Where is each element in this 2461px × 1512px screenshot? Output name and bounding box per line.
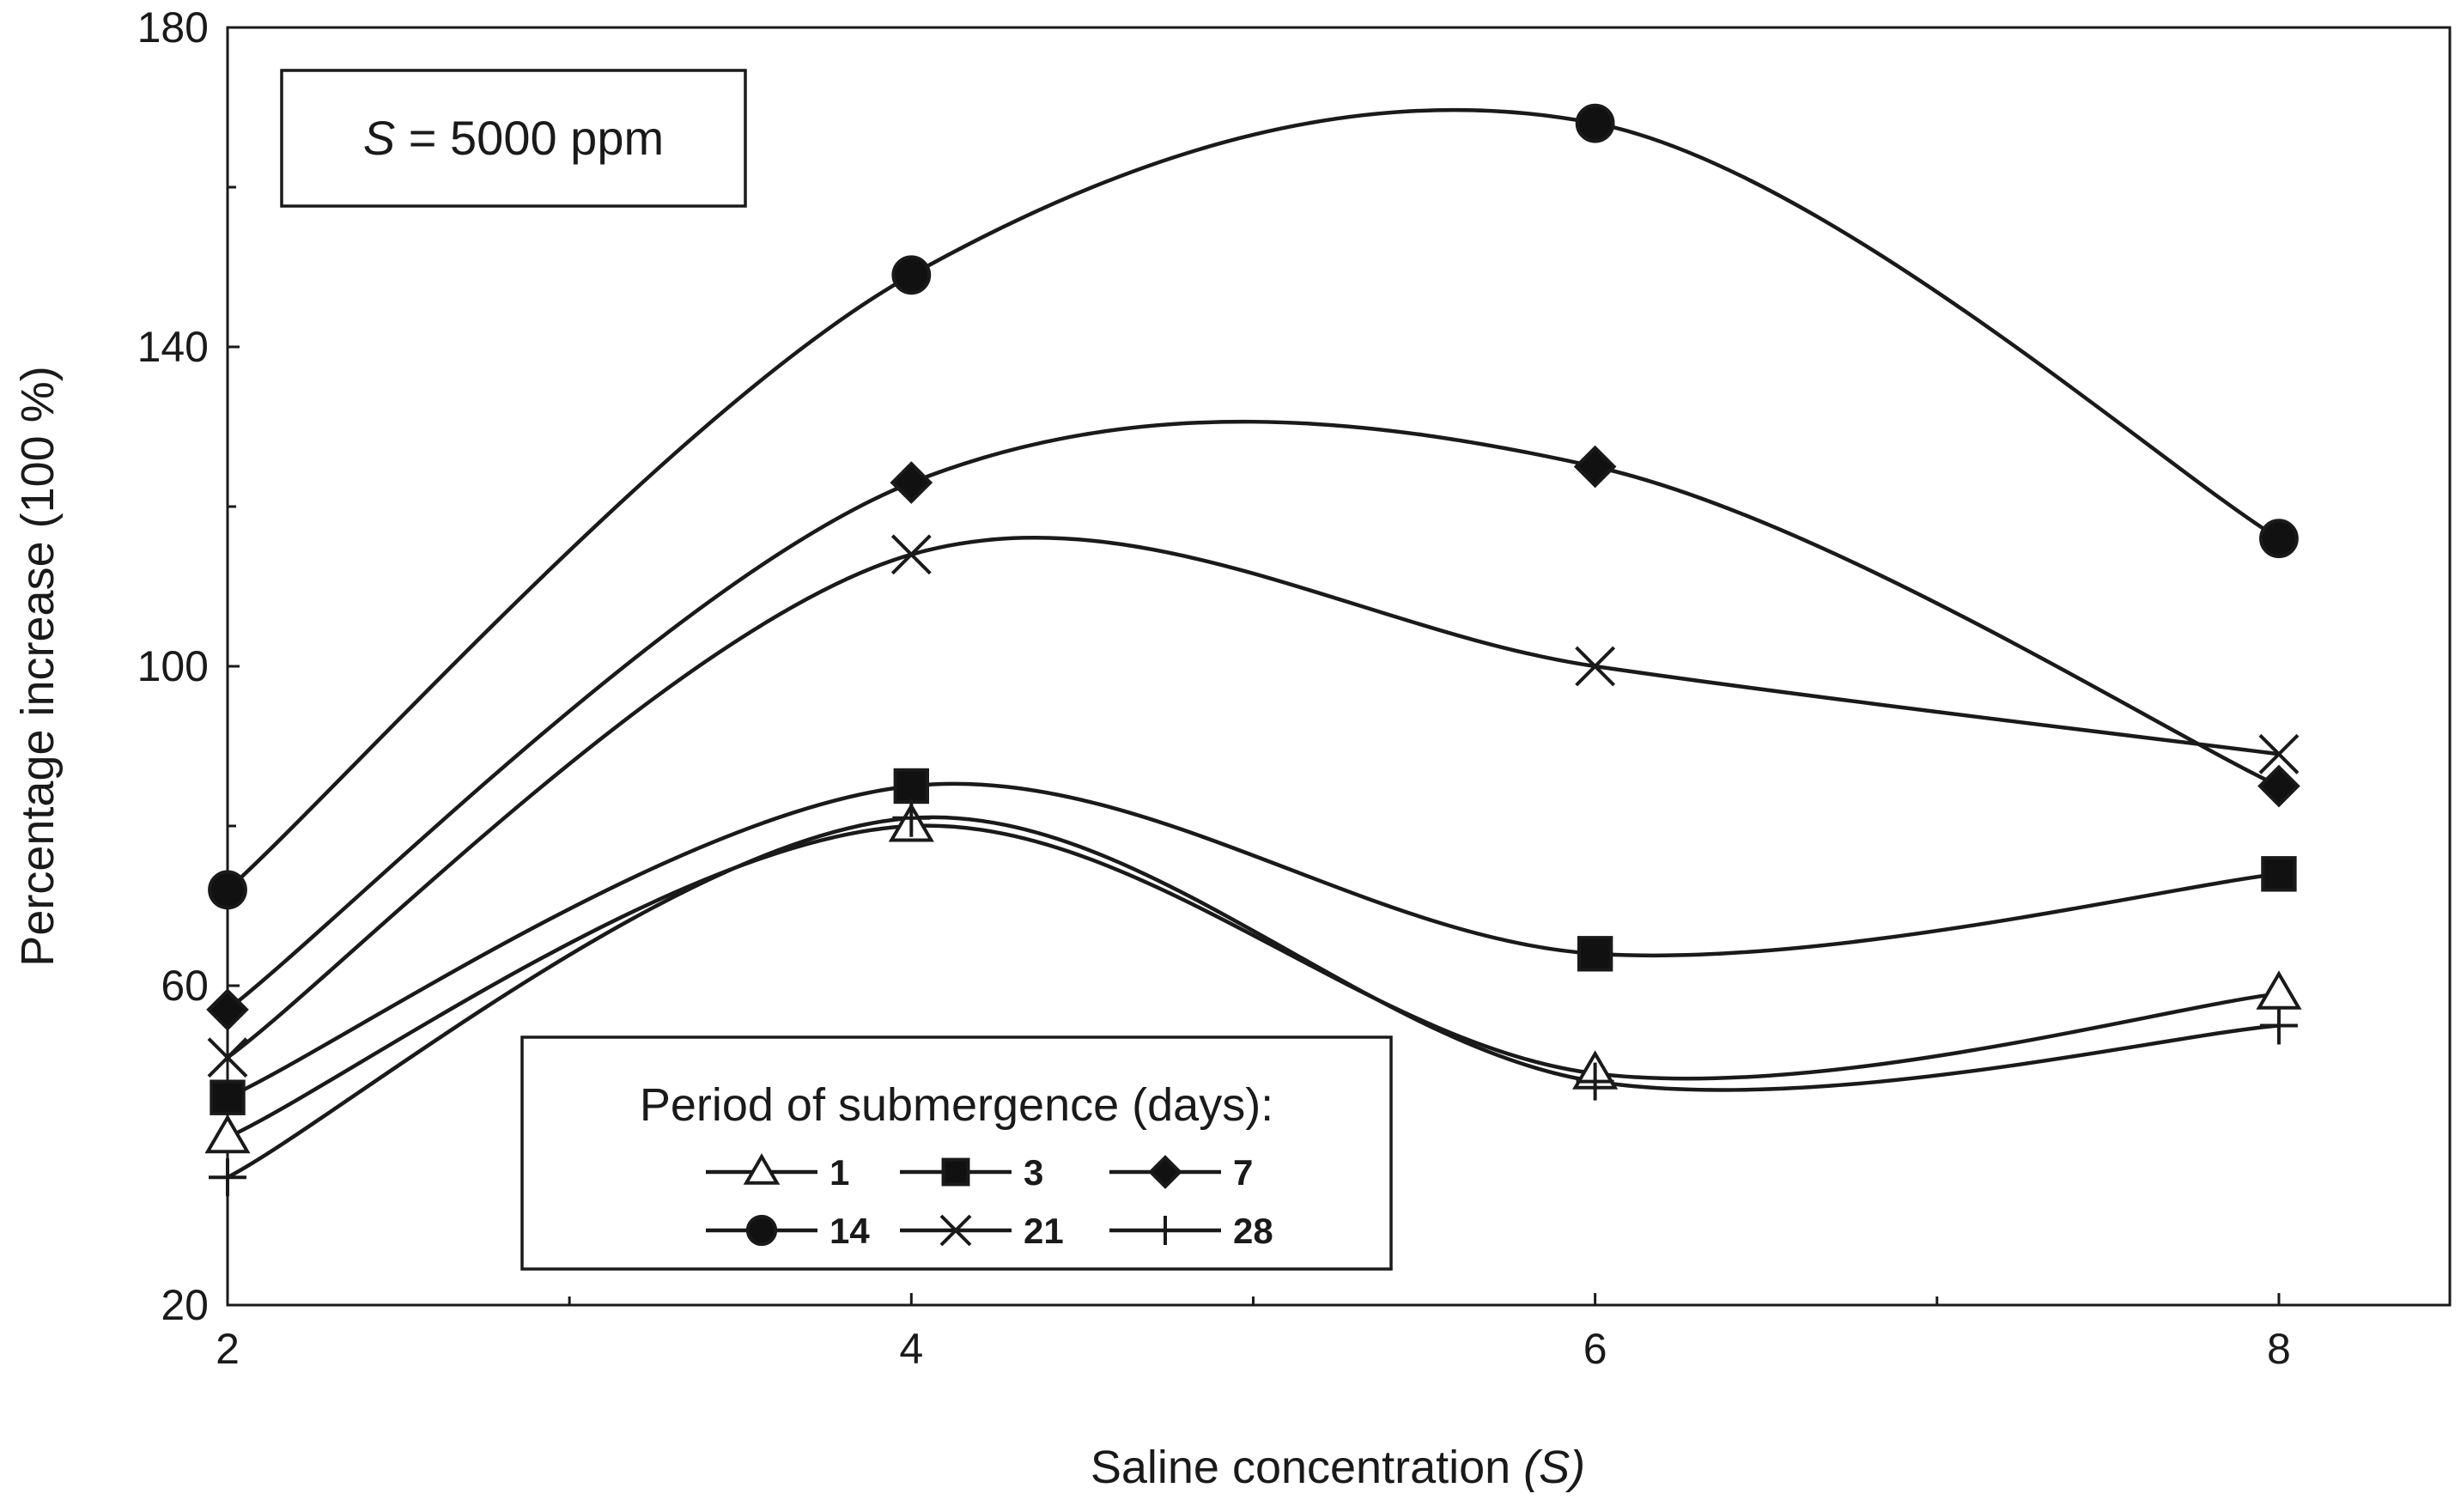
y-axis-title: Percentage increase (100 %)	[12, 366, 64, 966]
series-line-28	[226, 815, 2280, 1180]
data-point-7	[890, 461, 933, 504]
y-tick-label: 60	[161, 962, 209, 1010]
data-point-3	[1577, 936, 1613, 972]
legend-label: 1	[829, 1152, 849, 1193]
data-point-28	[209, 1158, 246, 1197]
legend-marker	[745, 1214, 778, 1247]
x-axis-title-text: Saline concentration	[1091, 1442, 1523, 1493]
data-point-14	[1575, 103, 1615, 143]
data-point-14	[208, 870, 247, 910]
data-point-28	[1576, 1062, 1614, 1101]
data-point-21	[207, 1037, 248, 1078]
data-point-3	[2261, 856, 2297, 892]
legend-marker	[1151, 1216, 1180, 1245]
legend-item-1: 1	[706, 1152, 849, 1193]
annotation-value: = 5000 ppm	[395, 111, 664, 165]
data-point-7	[1573, 445, 1617, 489]
legend-label: 7	[1233, 1152, 1253, 1193]
legend-marker	[941, 1157, 970, 1187]
data-point-21	[890, 534, 932, 575]
legend-title: Period of submergence (days):	[640, 1079, 1273, 1131]
legend-label: 14	[829, 1211, 870, 1251]
annotation-var: S	[363, 111, 395, 165]
x-axis-title: Saline concentration (S)	[1091, 1442, 1585, 1493]
data-point-7	[2257, 764, 2300, 808]
x-tick-label: 6	[1583, 1325, 1607, 1373]
series-line-1	[227, 823, 2280, 1139]
series-line-21	[226, 536, 2280, 1060]
legend-marker	[743, 1153, 781, 1185]
data-point-14	[2259, 519, 2299, 559]
legend-item-14: 14	[706, 1211, 870, 1251]
legend-label: 3	[1024, 1152, 1043, 1193]
x-axis-title-var: (S)	[1523, 1442, 1585, 1493]
series-line-7	[226, 419, 2280, 1011]
y-tick-label: 140	[137, 323, 209, 371]
x-tick-label: 8	[2267, 1325, 2291, 1373]
y-tick-label: 180	[137, 3, 209, 52]
legend-item-3: 3	[900, 1152, 1043, 1193]
legend-item-28: 28	[1109, 1211, 1273, 1251]
data-point-3	[893, 768, 930, 805]
legend-marker	[1148, 1155, 1182, 1189]
data-point-21	[1575, 646, 1616, 687]
data-point-28	[892, 799, 931, 837]
annotation-box	[280, 69, 747, 208]
series-line-3	[227, 781, 2280, 1100]
data-point-21	[2258, 733, 2300, 774]
data-point-28	[2259, 1006, 2298, 1045]
annotation-text: S = 5000 ppm	[363, 111, 664, 165]
x-tick-label: 2	[216, 1325, 240, 1373]
y-tick-label: 20	[161, 1281, 209, 1329]
series-line-14	[226, 107, 2281, 892]
x-tick-label: 4	[899, 1325, 923, 1373]
legend-item-7: 7	[1109, 1152, 1253, 1193]
data-point-14	[891, 255, 932, 295]
data-point-1	[2256, 970, 2302, 1010]
y-tick-label: 100	[137, 642, 209, 690]
legend-item-21: 21	[900, 1211, 1064, 1251]
legend-label: 21	[1024, 1211, 1064, 1251]
legend-label: 28	[1233, 1211, 1273, 1251]
legend-marker	[939, 1214, 972, 1247]
data-point-3	[210, 1079, 246, 1115]
data-point-7	[206, 988, 249, 1031]
data-point-1	[204, 1114, 251, 1154]
